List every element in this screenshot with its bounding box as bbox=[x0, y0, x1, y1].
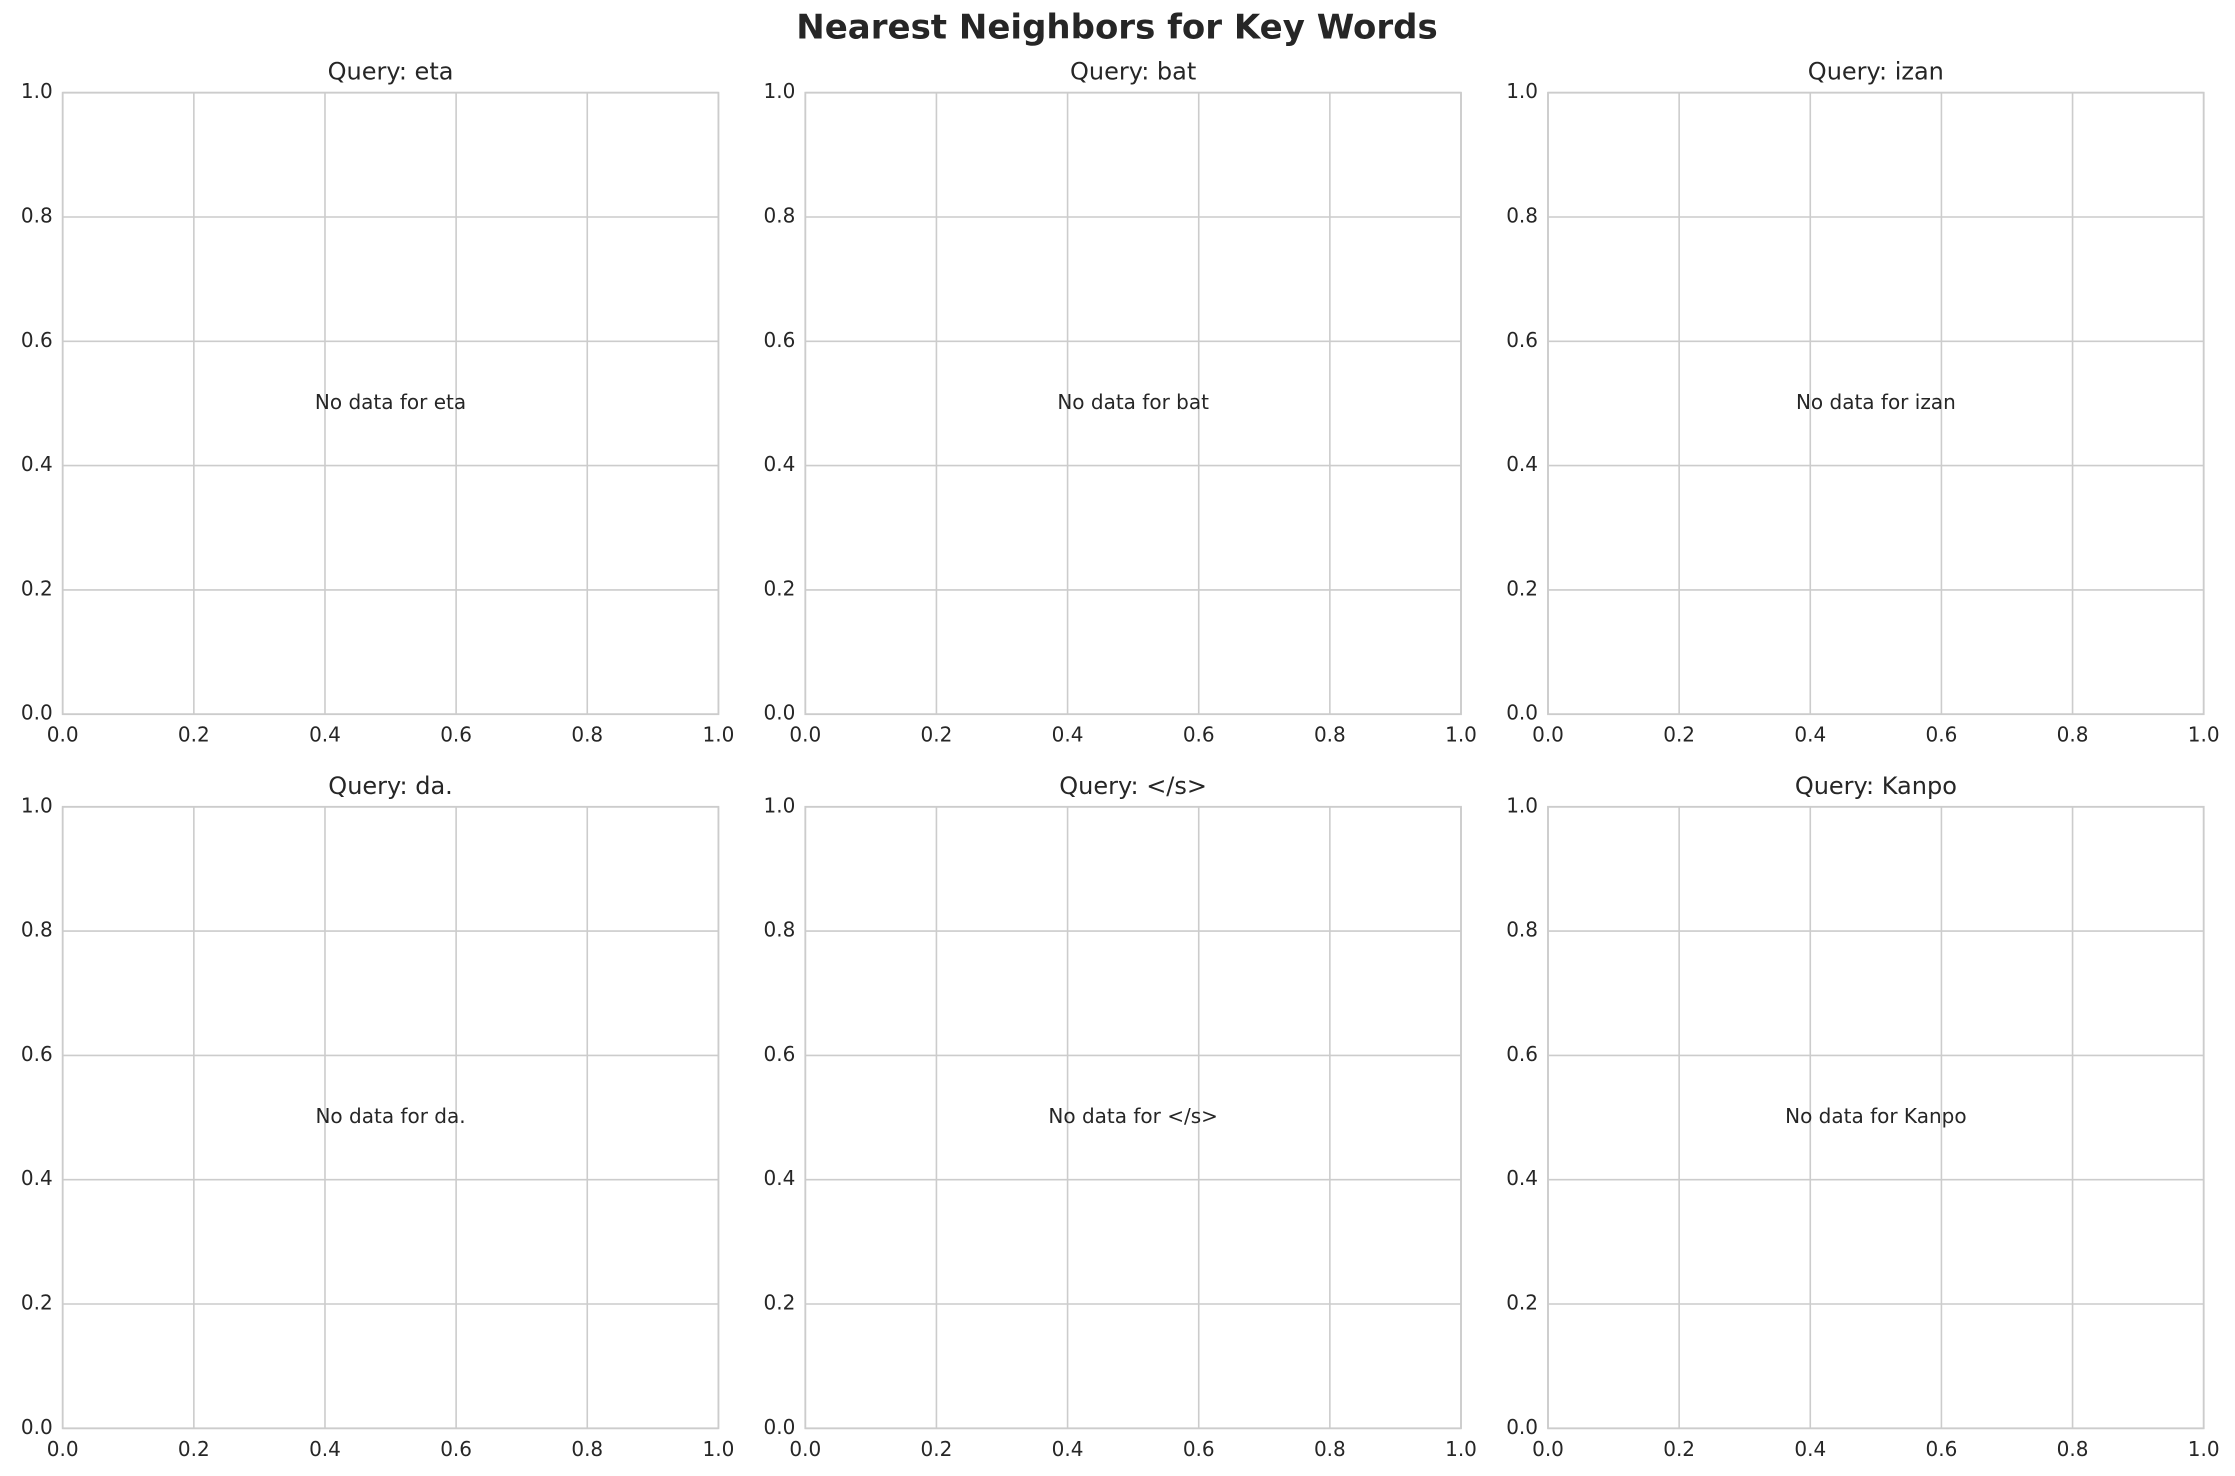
x-tick-label: 1.0 bbox=[1445, 1437, 1477, 1461]
y-tick-label: 0.8 bbox=[21, 204, 53, 228]
x-tick-label: 0.6 bbox=[1183, 723, 1215, 747]
x-tick-label: 1.0 bbox=[702, 723, 734, 747]
subplot-title: Query: izan bbox=[1808, 58, 1944, 86]
axes-frame bbox=[804, 91, 1462, 716]
axes-frame bbox=[1547, 805, 2205, 1430]
subplot-title: Query: da. bbox=[328, 772, 452, 800]
y-tick-label: 0.2 bbox=[763, 1291, 795, 1315]
y-tick-label: 0.0 bbox=[21, 1415, 53, 1439]
y-tick-label: 0.2 bbox=[1506, 1291, 1538, 1315]
x-tick-label: 0.8 bbox=[1314, 1437, 1346, 1461]
annotation: No data for eta bbox=[315, 390, 466, 414]
annotation: No data for </s> bbox=[1048, 1104, 1218, 1128]
subplot-title: Query: Kanpo bbox=[1795, 772, 1957, 800]
x-tick-label: 0.2 bbox=[178, 1437, 210, 1461]
y-tick-label: 0.6 bbox=[763, 1042, 795, 1066]
x-tick-label: 0.6 bbox=[440, 723, 472, 747]
y-tick-label: 0.6 bbox=[763, 328, 795, 352]
x-tick-label: 0.8 bbox=[1314, 723, 1346, 747]
x-tick-label: 0.0 bbox=[47, 1437, 79, 1461]
y-tick-label: 0.4 bbox=[763, 1166, 795, 1190]
y-tick-label: 0.4 bbox=[1506, 452, 1538, 476]
x-tick-label: 0.6 bbox=[1183, 1437, 1215, 1461]
x-tick-label: 0.4 bbox=[309, 1437, 341, 1461]
y-tick-label: 0.4 bbox=[21, 452, 53, 476]
y-tick-label: 1.0 bbox=[1506, 793, 1538, 817]
x-tick-label: 0.6 bbox=[1926, 723, 1958, 747]
annotation: No data for da. bbox=[315, 1104, 465, 1128]
x-tick-label: 1.0 bbox=[702, 1437, 734, 1461]
y-tick-label: 0.4 bbox=[763, 452, 795, 476]
y-tick-label: 0.6 bbox=[21, 328, 53, 352]
x-tick-label: 0.8 bbox=[2057, 1437, 2089, 1461]
x-tick-label: 0.8 bbox=[571, 723, 603, 747]
y-tick-label: 0.0 bbox=[1506, 1415, 1538, 1439]
x-tick-label: 1.0 bbox=[1445, 723, 1477, 747]
x-tick-label: 0.6 bbox=[440, 1437, 472, 1461]
y-tick-label: 1.0 bbox=[1506, 79, 1538, 103]
x-tick-label: 0.0 bbox=[789, 723, 821, 747]
y-tick-label: 0.6 bbox=[21, 1042, 53, 1066]
x-tick-label: 0.4 bbox=[1794, 1437, 1826, 1461]
y-tick-label: 0.0 bbox=[763, 701, 795, 725]
x-tick-label: 0.0 bbox=[47, 723, 79, 747]
x-tick-label: 0.4 bbox=[1052, 1437, 1084, 1461]
subplot-title: Query: eta bbox=[328, 58, 454, 86]
y-tick-label: 0.0 bbox=[1506, 701, 1538, 725]
x-tick-label: 0.8 bbox=[571, 1437, 603, 1461]
y-tick-label: 0.4 bbox=[1506, 1166, 1538, 1190]
y-tick-label: 0.8 bbox=[1506, 204, 1538, 228]
y-tick-label: 0.2 bbox=[763, 576, 795, 600]
y-tick-label: 1.0 bbox=[21, 793, 53, 817]
axes-frame bbox=[61, 805, 720, 1430]
x-tick-label: 0.6 bbox=[1926, 1437, 1958, 1461]
x-tick-label: 0.4 bbox=[1794, 723, 1826, 747]
y-tick-label: 0.2 bbox=[1506, 576, 1538, 600]
y-tick-label: 0.8 bbox=[1506, 918, 1538, 942]
figure-title: Nearest Neighbors for Key Words bbox=[796, 8, 1437, 48]
x-tick-label: 0.0 bbox=[1532, 1437, 1564, 1461]
x-tick-label: 0.2 bbox=[178, 723, 210, 747]
y-tick-label: 0.8 bbox=[763, 204, 795, 228]
y-tick-label: 1.0 bbox=[763, 79, 795, 103]
y-tick-label: 1.0 bbox=[763, 793, 795, 817]
y-tick-label: 0.4 bbox=[21, 1166, 53, 1190]
x-tick-label: 0.2 bbox=[921, 1437, 953, 1461]
x-tick-label: 0.2 bbox=[1663, 723, 1695, 747]
y-tick-label: 1.0 bbox=[21, 79, 53, 103]
axes-frame bbox=[61, 91, 720, 716]
x-tick-label: 0.4 bbox=[309, 723, 341, 747]
annotation: No data for izan bbox=[1796, 390, 1956, 414]
y-tick-label: 0.8 bbox=[21, 918, 53, 942]
x-tick-label: 0.8 bbox=[2057, 723, 2089, 747]
subplot-title: Query: </s> bbox=[1059, 772, 1207, 800]
y-tick-label: 0.6 bbox=[1506, 1042, 1538, 1066]
y-tick-label: 0.2 bbox=[21, 576, 53, 600]
x-tick-label: 1.0 bbox=[2188, 1437, 2220, 1461]
x-tick-label: 0.2 bbox=[1663, 1437, 1695, 1461]
y-tick-label: 0.8 bbox=[763, 918, 795, 942]
y-tick-label: 0.0 bbox=[21, 701, 53, 725]
y-tick-label: 0.2 bbox=[21, 1291, 53, 1315]
x-tick-label: 0.0 bbox=[1532, 723, 1564, 747]
annotation: No data for bat bbox=[1057, 390, 1209, 414]
annotation: No data for Kanpo bbox=[1785, 1104, 1966, 1128]
x-tick-label: 1.0 bbox=[2188, 723, 2220, 747]
x-tick-label: 0.0 bbox=[789, 1437, 821, 1461]
axes-frame bbox=[804, 805, 1462, 1430]
y-tick-label: 0.6 bbox=[1506, 328, 1538, 352]
axes-frame bbox=[1547, 91, 2205, 716]
x-tick-label: 0.2 bbox=[921, 723, 953, 747]
x-tick-label: 0.4 bbox=[1052, 723, 1084, 747]
subplot-title: Query: bat bbox=[1070, 58, 1196, 86]
y-tick-label: 0.0 bbox=[763, 1415, 795, 1439]
